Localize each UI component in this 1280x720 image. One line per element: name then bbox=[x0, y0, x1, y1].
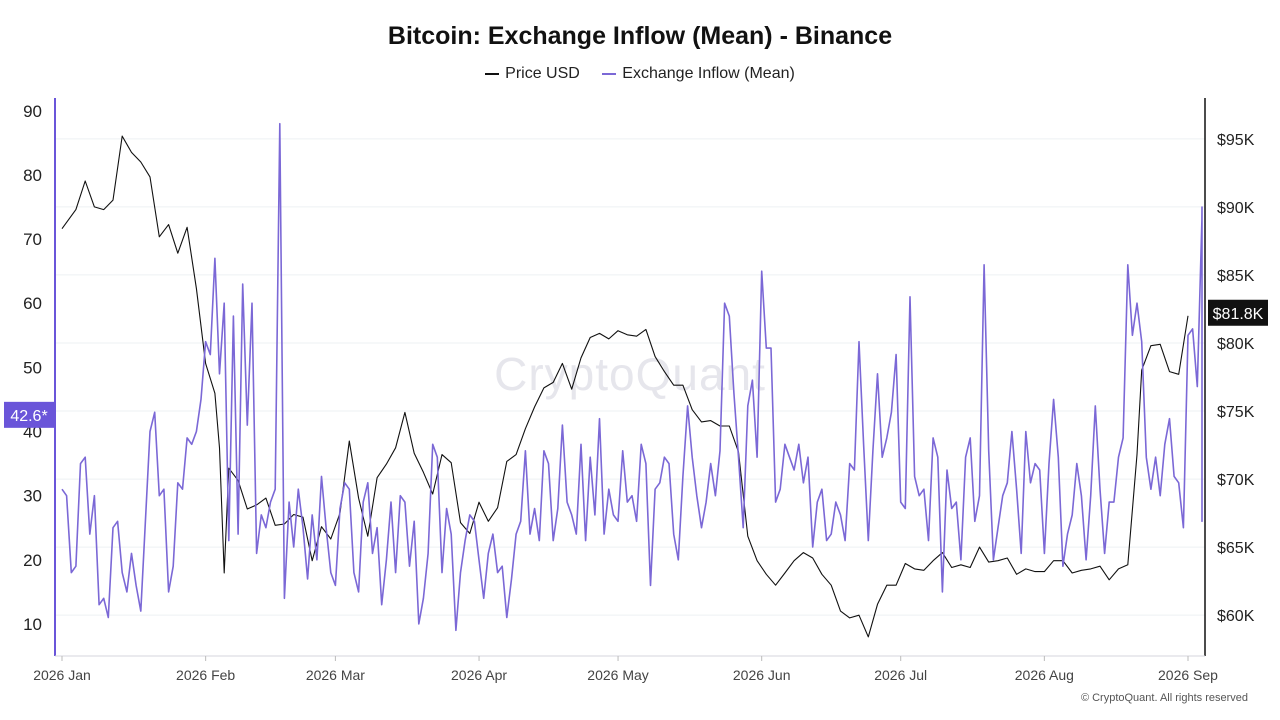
current-price-label: $81.8K bbox=[1213, 306, 1264, 323]
y-left-tick-30: 30 bbox=[23, 487, 42, 506]
x-tick-4: 2026 May bbox=[587, 667, 648, 683]
x-tick-3: 2026 Apr bbox=[451, 667, 507, 683]
y-left-tick-70: 70 bbox=[23, 230, 42, 249]
y-left-tick-50: 50 bbox=[23, 358, 42, 377]
legend: Price USD Exchange Inflow (Mean) bbox=[0, 62, 1280, 83]
x-tick-8: 2026 Sep bbox=[1158, 667, 1218, 683]
y-left-tick-20: 20 bbox=[23, 551, 42, 570]
y-right-tick-1: $65K bbox=[1217, 540, 1255, 557]
x-tick-0: 2026 Jan bbox=[33, 667, 91, 683]
y-right-tick-3: $75K bbox=[1217, 404, 1255, 421]
y-left-tick-90: 90 bbox=[23, 102, 42, 121]
legend-label-price: Price USD bbox=[505, 65, 580, 82]
legend-swatch-inflow bbox=[602, 73, 617, 75]
series-line-inflow bbox=[61, 122, 1203, 632]
y-left-tick-10: 10 bbox=[23, 615, 42, 634]
y-right-tick-0: $60K bbox=[1217, 608, 1255, 625]
current-price-badge bbox=[1208, 299, 1268, 326]
watermark: CryptoQuant bbox=[494, 348, 766, 400]
chart-title: Bitcoin: Exchange Inflow (Mean) - Binanc… bbox=[387, 22, 893, 50]
y-left-tick-80: 80 bbox=[23, 166, 42, 185]
x-tick-1: 2026 Feb bbox=[176, 667, 235, 683]
legend-swatch-price bbox=[485, 73, 500, 75]
current-inflow-badge bbox=[4, 401, 54, 428]
legend-label-inflow: Exchange Inflow (Mean) bbox=[622, 65, 795, 82]
y-right-tick-5: $85K bbox=[1217, 268, 1255, 285]
y-left-tick-60: 60 bbox=[23, 294, 42, 313]
legend-item-inflow[interactable]: Exchange Inflow (Mean) bbox=[602, 65, 795, 83]
x-tick-7: 2026 Aug bbox=[1015, 667, 1074, 683]
y-right-tick-2: $70K bbox=[1217, 472, 1255, 489]
y-right-tick-6: $90K bbox=[1217, 200, 1255, 217]
x-tick-5: 2026 Jun bbox=[733, 667, 791, 683]
x-tick-6: 2026 Jul bbox=[874, 667, 927, 683]
y-right-tick-7: $95K bbox=[1217, 132, 1255, 149]
legend-item-price[interactable]: Price USD bbox=[485, 65, 580, 83]
series-line-price bbox=[61, 135, 1189, 638]
copyright-notice: © CryptoQuant. All rights reserved bbox=[1080, 692, 1248, 704]
y-right-tick-4: $80K bbox=[1217, 336, 1255, 353]
current-inflow-label: 42.6* bbox=[10, 408, 47, 425]
x-tick-2: 2026 Mar bbox=[306, 667, 365, 683]
